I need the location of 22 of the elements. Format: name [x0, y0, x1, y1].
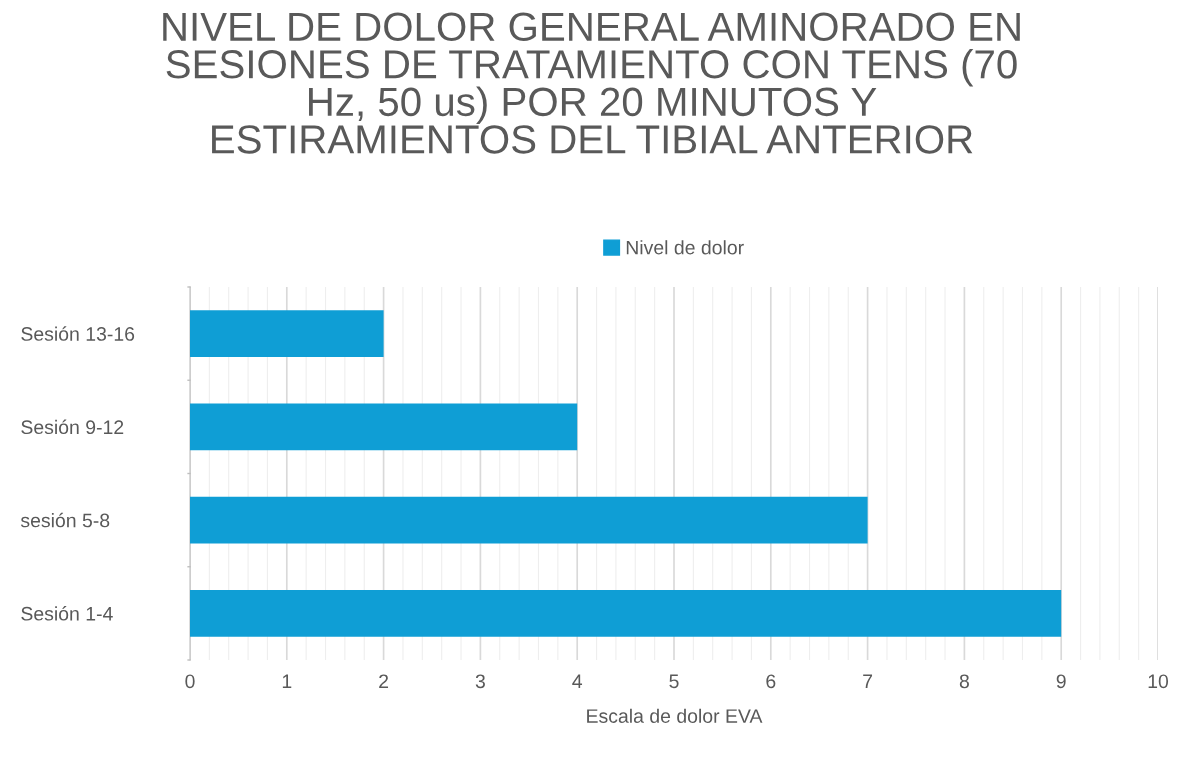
x-tick-label: 4: [572, 674, 583, 688]
y-tick-label: sesión 5-8: [20, 512, 110, 528]
x-tick-label: 0: [185, 674, 195, 689]
y-tick-label: Sesión 1-4: [21, 606, 113, 621]
bar: [190, 310, 384, 357]
x-tick-label: 5: [669, 674, 679, 689]
x-tick-label: 10: [1148, 674, 1169, 689]
bar: [190, 403, 578, 451]
legend-label: Nivel de dolor: [626, 240, 744, 255]
x-tick-label: 6: [766, 674, 776, 689]
x-tick-label: 1: [282, 674, 292, 688]
bar: [190, 590, 1062, 637]
x-axis-title: Escala de dolor EVA: [587, 708, 763, 723]
x-tick-label: 3: [475, 674, 485, 689]
chart-title: NIVEL DE DOLOR GENERAL AMINORADO EN SESIONES DE TRATAMIENTO CON TENS (70 Hz, 50 us) POR 20 MINUTOS Y ESTIRAMIENTOS DEL TIBIAL ANTERIOR: [163, 12, 1020, 154]
x-tick-label: 7: [863, 674, 873, 688]
y-tick-label: Sesión 9-12: [21, 419, 124, 435]
bar: [190, 496, 868, 544]
x-tick-label: 8: [959, 674, 969, 689]
x-tick-label: 9: [1056, 674, 1066, 689]
y-tick-label: Sesión 13-16: [21, 326, 135, 341]
x-tick-label: 2: [379, 674, 389, 688]
